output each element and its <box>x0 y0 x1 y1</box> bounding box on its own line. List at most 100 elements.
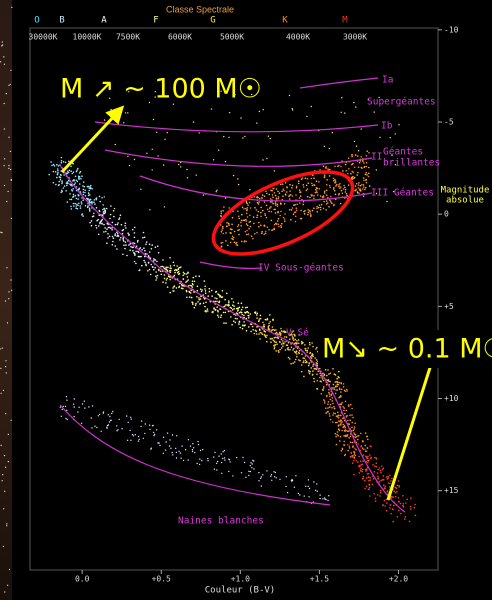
star <box>199 275 201 277</box>
star <box>367 462 369 464</box>
star <box>209 291 211 293</box>
star <box>319 377 321 379</box>
star <box>82 215 84 217</box>
star <box>6 372 7 373</box>
star <box>309 342 311 344</box>
star <box>138 256 140 258</box>
star <box>253 468 254 469</box>
star <box>122 237 124 239</box>
background-photo-strip <box>0 0 12 600</box>
star <box>351 156 353 158</box>
star <box>269 314 271 316</box>
star <box>284 213 286 215</box>
star <box>117 233 119 235</box>
star <box>380 472 382 474</box>
star <box>94 199 96 201</box>
star <box>54 165 56 167</box>
star <box>328 373 330 375</box>
star <box>336 415 338 417</box>
star <box>333 387 335 389</box>
star <box>246 307 248 309</box>
star <box>366 162 368 164</box>
star <box>251 324 253 326</box>
star <box>391 478 393 480</box>
star <box>348 168 350 170</box>
star <box>104 227 106 229</box>
star <box>4 158 5 159</box>
star <box>355 449 357 451</box>
star <box>222 458 223 459</box>
star <box>205 290 207 292</box>
star <box>274 337 276 339</box>
star <box>187 276 189 278</box>
star <box>273 339 275 341</box>
star <box>236 308 238 310</box>
star <box>323 201 325 203</box>
star <box>127 156 128 157</box>
star <box>272 319 274 321</box>
star <box>398 497 400 499</box>
star <box>377 478 379 480</box>
star <box>216 191 217 192</box>
star <box>149 251 151 253</box>
star <box>146 253 148 255</box>
star <box>284 203 286 205</box>
star <box>221 473 222 474</box>
star <box>172 290 174 292</box>
star <box>116 430 117 431</box>
star <box>258 203 260 205</box>
star <box>262 210 264 212</box>
star <box>358 182 360 184</box>
star <box>308 370 310 372</box>
star <box>188 439 189 440</box>
star <box>267 318 269 320</box>
star <box>265 319 267 321</box>
star <box>284 220 286 222</box>
star <box>295 475 296 476</box>
star <box>243 321 245 323</box>
star <box>144 237 146 239</box>
star <box>140 426 141 427</box>
star <box>296 342 298 344</box>
star <box>149 244 151 246</box>
star <box>186 273 188 275</box>
star <box>156 261 158 263</box>
star <box>129 165 130 166</box>
star <box>310 356 312 358</box>
star <box>296 207 298 209</box>
star <box>359 162 361 164</box>
star <box>157 245 159 247</box>
star <box>183 278 185 280</box>
star <box>368 176 370 178</box>
star <box>6 93 7 94</box>
star <box>239 327 241 329</box>
star <box>307 196 309 198</box>
star <box>294 351 296 353</box>
y-axis-label: absolue <box>446 196 484 206</box>
star <box>277 220 279 222</box>
star <box>83 194 85 196</box>
star <box>169 445 170 446</box>
star <box>340 166 342 168</box>
y-tick-label: +10 <box>444 394 459 403</box>
star <box>211 295 213 297</box>
star <box>325 412 327 414</box>
star <box>89 207 91 209</box>
star <box>66 410 67 411</box>
star <box>128 422 129 423</box>
star <box>325 407 327 409</box>
star <box>228 224 230 226</box>
star <box>289 190 291 192</box>
star <box>77 168 79 170</box>
star <box>329 406 331 408</box>
star <box>244 136 245 137</box>
star <box>276 343 278 345</box>
star <box>333 412 335 414</box>
star <box>8 137 9 138</box>
star <box>270 338 272 340</box>
star <box>141 249 143 251</box>
star <box>372 484 374 486</box>
star <box>385 486 387 488</box>
star <box>320 380 322 382</box>
star <box>324 191 326 193</box>
